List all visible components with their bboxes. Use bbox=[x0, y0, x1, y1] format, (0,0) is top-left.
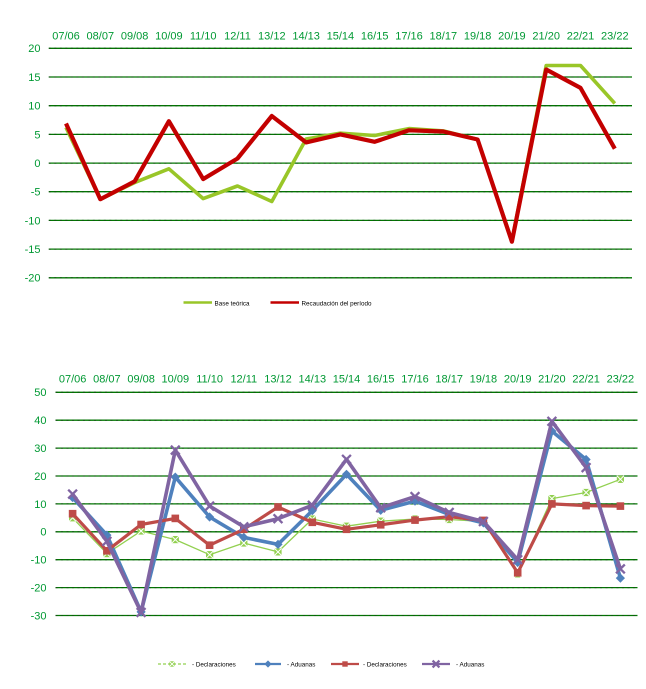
svg-text:0: 0 bbox=[40, 527, 46, 539]
svg-text:15/14: 15/14 bbox=[327, 31, 355, 43]
svg-text:Recaudación del período: Recaudación del período bbox=[302, 301, 373, 308]
svg-text:-20: -20 bbox=[31, 583, 47, 595]
svg-text:19/18: 19/18 bbox=[470, 374, 498, 386]
svg-text:-10: -10 bbox=[31, 555, 47, 567]
svg-text:40: 40 bbox=[34, 415, 46, 427]
svg-text:13/12: 13/12 bbox=[258, 31, 286, 43]
svg-text:11/10: 11/10 bbox=[196, 374, 223, 386]
svg-text:50: 50 bbox=[34, 387, 46, 399]
svg-text:- Declaraciones: - Declaraciones bbox=[363, 662, 407, 669]
svg-text:09/08: 09/08 bbox=[127, 374, 155, 386]
svg-text:- Declaraciones: - Declaraciones bbox=[192, 662, 236, 669]
svg-text:10/09: 10/09 bbox=[162, 374, 190, 386]
svg-text:19/18: 19/18 bbox=[464, 31, 492, 43]
svg-text:-10: -10 bbox=[25, 215, 41, 227]
svg-text:22/21: 22/21 bbox=[572, 374, 600, 386]
svg-text:20/19: 20/19 bbox=[498, 31, 526, 43]
svg-text:-15: -15 bbox=[25, 244, 41, 256]
svg-text:09/08: 09/08 bbox=[121, 31, 149, 43]
svg-text:20: 20 bbox=[28, 43, 40, 55]
svg-text:17/16: 17/16 bbox=[401, 374, 429, 386]
svg-text:18/17: 18/17 bbox=[430, 31, 458, 43]
svg-text:17/16: 17/16 bbox=[395, 31, 423, 43]
svg-text:21/20: 21/20 bbox=[538, 374, 566, 386]
svg-text:07/06: 07/06 bbox=[52, 31, 80, 43]
svg-text:12/11: 12/11 bbox=[224, 31, 251, 43]
svg-text:08/07: 08/07 bbox=[87, 31, 115, 43]
svg-text:20/19: 20/19 bbox=[504, 374, 532, 386]
svg-text:18/17: 18/17 bbox=[435, 374, 463, 386]
svg-text:16/15: 16/15 bbox=[361, 31, 389, 43]
svg-text:23/22: 23/22 bbox=[601, 31, 629, 43]
svg-text:-20: -20 bbox=[25, 273, 41, 285]
svg-text:- Aduanas: - Aduanas bbox=[456, 662, 484, 669]
svg-text:14/13: 14/13 bbox=[299, 374, 327, 386]
svg-text:10/09: 10/09 bbox=[155, 31, 183, 43]
svg-text:16/15: 16/15 bbox=[367, 374, 395, 386]
svg-text:5: 5 bbox=[34, 129, 40, 141]
svg-text:-5: -5 bbox=[31, 187, 41, 199]
svg-text:Base teórica: Base teórica bbox=[215, 301, 250, 308]
svg-text:15: 15 bbox=[28, 72, 40, 84]
svg-text:20: 20 bbox=[34, 471, 46, 483]
svg-text:13/12: 13/12 bbox=[264, 374, 292, 386]
svg-text:08/07: 08/07 bbox=[93, 374, 121, 386]
svg-text:- Aduanas: - Aduanas bbox=[287, 662, 315, 669]
svg-text:-30: -30 bbox=[31, 610, 47, 622]
svg-text:21/20: 21/20 bbox=[532, 31, 560, 43]
svg-text:10: 10 bbox=[28, 101, 40, 113]
svg-text:07/06: 07/06 bbox=[59, 374, 87, 386]
svg-text:22/21: 22/21 bbox=[567, 31, 595, 43]
svg-text:15/14: 15/14 bbox=[333, 374, 361, 386]
svg-text:10: 10 bbox=[34, 499, 46, 511]
svg-text:30: 30 bbox=[34, 443, 46, 455]
svg-text:14/13: 14/13 bbox=[292, 31, 320, 43]
svg-text:23/22: 23/22 bbox=[607, 374, 635, 386]
svg-text:11/10: 11/10 bbox=[190, 31, 217, 43]
svg-text:0: 0 bbox=[34, 158, 40, 170]
svg-text:12/11: 12/11 bbox=[230, 374, 257, 386]
